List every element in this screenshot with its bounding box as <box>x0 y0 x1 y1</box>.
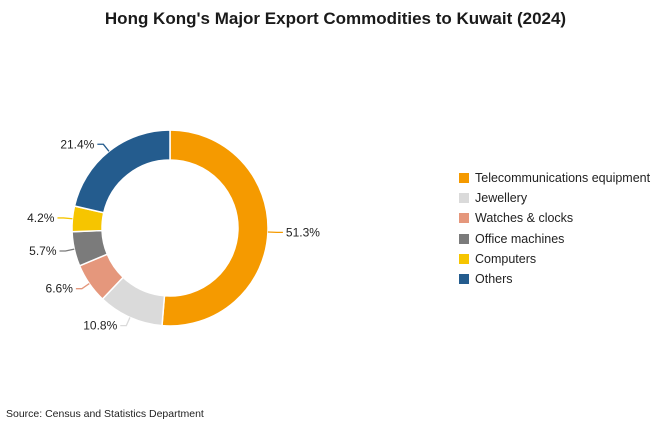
slices-layer <box>71 129 269 327</box>
source-note: Source: Census and Statistics Department <box>6 408 204 420</box>
legend-label: Others <box>475 272 513 287</box>
leader-line-jewellery <box>120 317 131 327</box>
slice-telecommunications-equipment <box>161 129 269 327</box>
data-label-jewellery: 10.8% <box>83 319 117 333</box>
leader-line-computers <box>57 217 73 220</box>
chart-title: Hong Kong's Major Export Commodities to … <box>104 9 567 28</box>
leader-line-watches-and-clocks <box>75 283 90 290</box>
data-label-others: 21.4% <box>60 137 94 151</box>
legend-swatch <box>459 253 469 264</box>
legend-label: Computers <box>475 251 537 266</box>
legend-swatch <box>459 173 469 184</box>
legend-item-jewellery: Jewellery <box>459 188 650 208</box>
legend-swatch <box>459 233 469 244</box>
data-label-office-machines: 5.7% <box>29 244 57 258</box>
legend-swatch <box>459 274 469 285</box>
legend-item-watches-and-clocks: Watches & clocks <box>459 208 650 228</box>
legend-swatch <box>459 193 469 204</box>
legend-label: Watches & clocks <box>475 211 574 226</box>
legend-swatch <box>459 213 469 224</box>
legend: Telecommunications equipment Jewellery Wat… <box>459 168 650 289</box>
legend-label: Telecommunications equipment <box>475 171 651 186</box>
data-label-computers: 4.2% <box>27 211 55 225</box>
legend-label: Office machines <box>475 231 565 246</box>
leader-line-office-machines <box>59 248 75 252</box>
data-label-telecommunications-equipment: 51.3% <box>286 225 320 239</box>
legend-item-telecommunications-equipment: Telecommunications equipment <box>459 168 650 188</box>
legend-item-others: Others <box>459 269 650 289</box>
leader-lines-layer <box>57 143 283 327</box>
leader-line-others <box>97 143 110 152</box>
data-labels-layer: 51.3% 10.8% 6.6% 5.7% 4.2% 21.4% <box>27 137 320 332</box>
legend-label: Jewellery <box>475 191 528 206</box>
legend-item-computers: Computers <box>459 249 650 269</box>
slice-others <box>73 129 171 214</box>
legend-item-office-machines: Office machines <box>459 229 650 249</box>
data-label-watches-and-clocks: 6.6% <box>46 282 74 296</box>
